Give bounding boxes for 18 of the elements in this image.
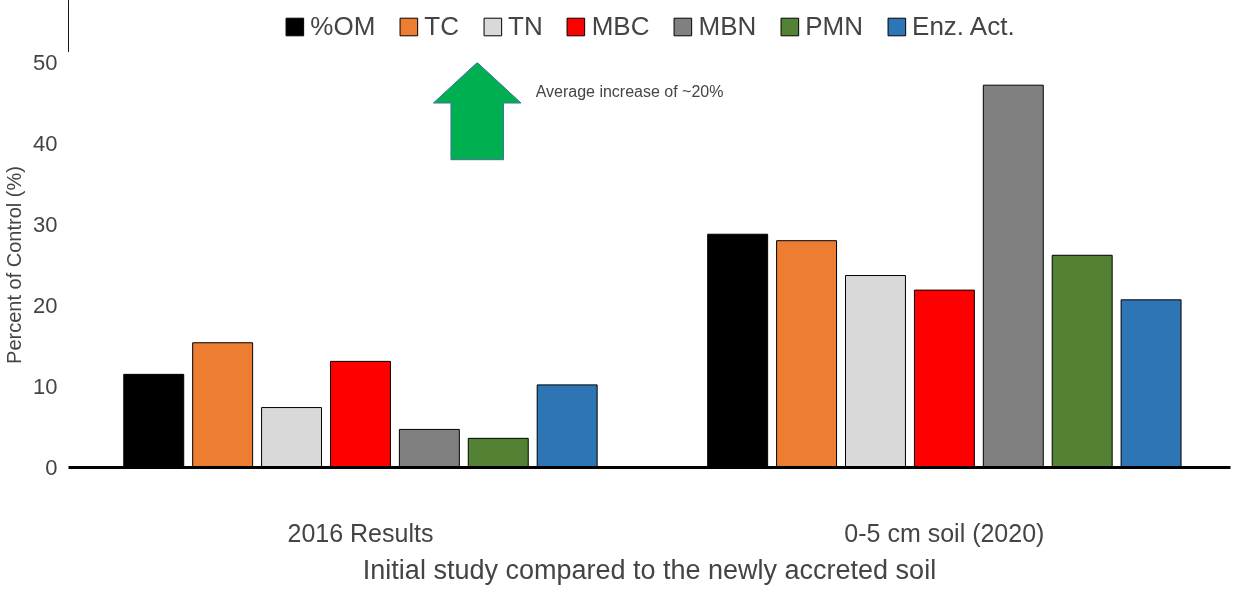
annotation: Average increase of ~20% xyxy=(535,82,724,100)
x-axis-title: Initial study compared to the newly accreted soil xyxy=(362,554,937,585)
y-tick-label: 10 xyxy=(33,374,58,399)
x-tick-label: 0-5 cm soil (2020) xyxy=(844,518,1045,547)
y-tick-label: 0 xyxy=(45,455,58,480)
y-tick-label: 50 xyxy=(33,50,58,75)
y-tick-label: 30 xyxy=(33,212,58,237)
y-tick-label: 20 xyxy=(33,293,58,318)
legend-label: %OM xyxy=(310,10,376,42)
y-tick-label: 40 xyxy=(33,131,58,156)
y-axis-title: Percent of Control (%) xyxy=(3,166,26,364)
x-tick-label: 2016 Results xyxy=(287,518,434,547)
legend-label: PMN xyxy=(805,10,864,42)
legend-label: TC xyxy=(424,10,460,42)
legend-label: MBC xyxy=(591,10,650,42)
legend-label: Enz. Act. xyxy=(912,10,1015,42)
legend-label: MBN xyxy=(698,10,757,42)
legend-label: TN xyxy=(508,10,543,42)
